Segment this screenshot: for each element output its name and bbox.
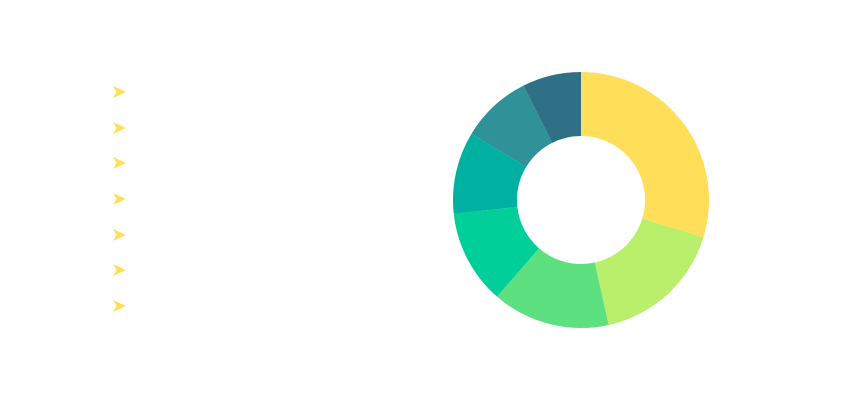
arrow-icon (113, 86, 126, 98)
legend-item[interactable] (111, 190, 127, 208)
donut-slice[interactable] (452, 133, 527, 214)
arrow-icon (113, 264, 126, 277)
donut-slice[interactable] (594, 218, 704, 325)
donut-slice[interactable] (471, 85, 553, 167)
legend-item[interactable] (111, 297, 127, 315)
arrow-icon (113, 300, 126, 313)
donut-slice[interactable] (523, 72, 581, 143)
legend-item[interactable] (111, 83, 127, 101)
legend-item[interactable] (111, 154, 127, 172)
donut-slice[interactable] (497, 248, 609, 328)
donut-slice[interactable] (453, 206, 540, 297)
arrow-icon (113, 157, 126, 170)
donut-slice[interactable] (581, 72, 709, 238)
arrow-icon (113, 121, 126, 134)
arrow-icon (113, 193, 126, 206)
legend-item[interactable] (111, 261, 127, 279)
legend (111, 83, 127, 333)
legend-item[interactable] (111, 119, 127, 137)
arrow-icon (113, 228, 126, 241)
legend-item[interactable] (111, 226, 127, 244)
